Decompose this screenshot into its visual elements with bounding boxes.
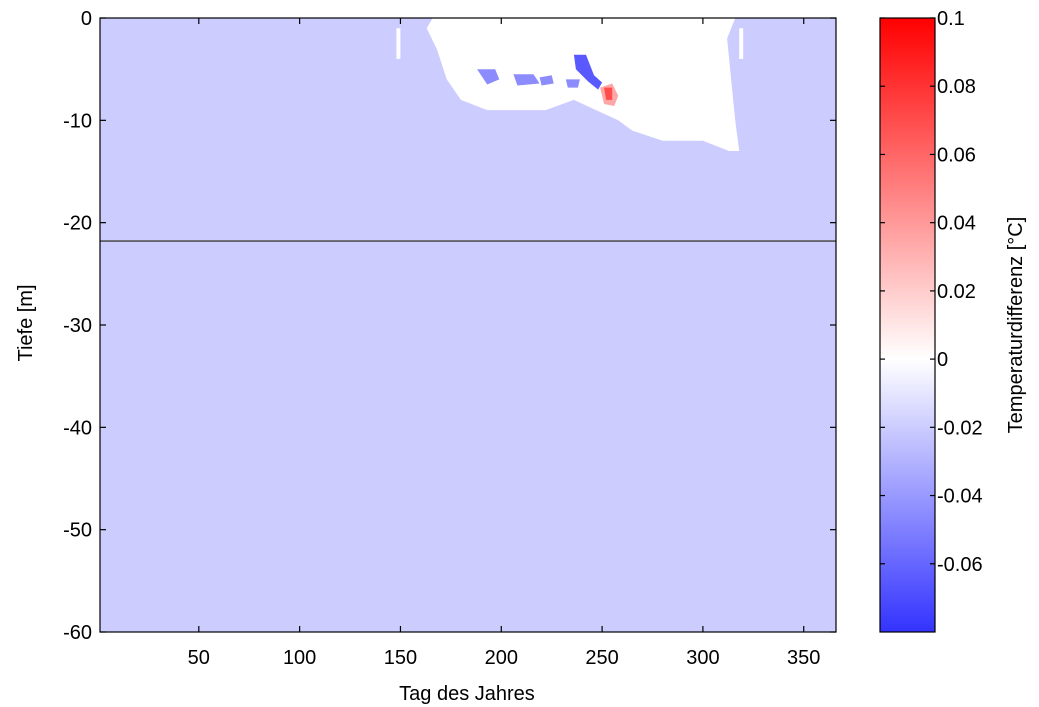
heatmap-region <box>539 75 554 86</box>
heatmap-region <box>396 28 401 59</box>
y-tick-label: 0 <box>81 8 92 30</box>
x-axis-ticks: 50 100 150 200 250 300 350 <box>188 18 820 669</box>
x-tick-label: 150 <box>384 647 417 669</box>
colorbar-tick-label: 0.02 <box>937 281 976 303</box>
y-tick-label: -20 <box>63 213 92 235</box>
x-tick-label: 350 <box>787 647 820 669</box>
colorbar-tick-label: -0.04 <box>937 486 983 508</box>
colorbar-tick-label: 0.06 <box>937 144 976 166</box>
x-tick-label: 200 <box>485 647 518 669</box>
colorbar <box>879 17 936 633</box>
y-tick-label: -50 <box>63 520 92 542</box>
colorbar-tick-label: 0.08 <box>937 76 976 98</box>
heatmap-regions <box>396 18 744 151</box>
x-tick-label: 250 <box>585 647 618 669</box>
colorbar-label: Temperaturdifferenz [°C] <box>1005 217 1027 434</box>
y-tick-label: -40 <box>63 417 92 439</box>
heatmap-region <box>604 87 613 100</box>
y-tick-label: -30 <box>63 315 92 337</box>
heatmap-region <box>426 18 740 151</box>
y-axis-label: Tiefe [m] <box>15 284 37 361</box>
colorbar-ticks: 0.1 0.08 0.06 0.04 0.02 0 -0.02 -0.04 -0.06 <box>880 8 983 576</box>
heatmap-region <box>573 54 603 90</box>
heatmap-region <box>739 28 744 59</box>
heatmap-region <box>513 74 540 86</box>
y-axis-ticks: 0 -10 -20 -30 -40 -50 -60 <box>63 8 836 644</box>
heatmap-region <box>565 79 580 88</box>
y-tick-label: -10 <box>63 110 92 132</box>
x-tick-label: 300 <box>686 647 719 669</box>
colorbar-tick-label: 0 <box>937 349 948 371</box>
heatmap-region <box>477 69 500 85</box>
x-tick-label: 50 <box>188 647 210 669</box>
x-tick-label: 100 <box>283 647 316 669</box>
colorbar-tick-label: 0.04 <box>937 213 976 235</box>
colorbar-tick-label: 0.1 <box>937 8 965 30</box>
y-tick-label: -60 <box>63 622 92 644</box>
colorbar-tick-label: -0.02 <box>937 417 983 439</box>
colorbar-tick-label: -0.06 <box>937 554 983 576</box>
x-axis-label: Tag des Jahres <box>399 683 535 705</box>
